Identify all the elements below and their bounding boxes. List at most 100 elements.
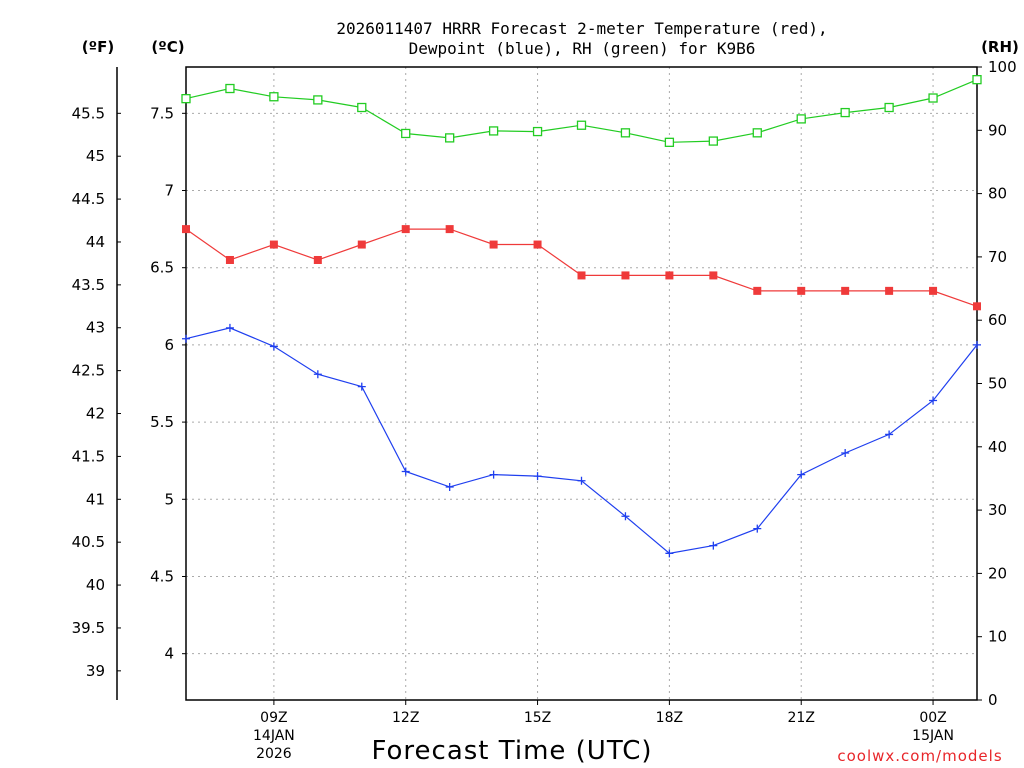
rh-point — [576, 120, 587, 130]
temperature-point — [577, 271, 586, 280]
plot-frame — [185, 66, 978, 701]
fahrenheit-tick-label: 39.5 — [72, 619, 105, 637]
dewpoint-point — [269, 342, 278, 351]
rh-tick-label: 0 — [988, 691, 998, 709]
fahrenheit-tick-label: 44 — [86, 233, 105, 251]
dewpoint-point — [841, 448, 850, 457]
x-tick-label: 12Z — [392, 710, 419, 726]
dewpoint-line — [185, 327, 978, 554]
dewpoint-point — [225, 323, 234, 332]
dewpoint-point — [489, 470, 498, 479]
temperature-point — [533, 240, 542, 249]
dewpoint-point — [577, 476, 586, 485]
rh-tick-label: 10 — [988, 628, 1007, 646]
temperature-point — [269, 240, 278, 249]
rh-point — [840, 107, 850, 118]
rh-tick-label: 80 — [988, 185, 1007, 203]
rh-tick-label: 70 — [988, 248, 1007, 266]
rh-tick-label: 20 — [988, 564, 1007, 582]
rh-tick-label: 40 — [988, 438, 1007, 456]
dewpoint-point — [709, 541, 718, 550]
rh-unit-label: (RH) — [981, 38, 1019, 56]
fahrenheit-tick-label: 43.5 — [72, 276, 105, 294]
rh-point — [401, 128, 411, 139]
dewpoint-point — [445, 482, 454, 491]
celsius-tick-label: 5.5 — [150, 413, 174, 431]
temperature-point — [885, 286, 894, 295]
fahrenheit-tick-label: 41.5 — [72, 447, 105, 465]
rh-point — [752, 128, 762, 138]
dewpoint-point — [885, 430, 894, 439]
rh-point — [445, 133, 455, 143]
x-tick-date-label: 2026 — [256, 746, 292, 762]
source-credit: coolwx.com/models — [837, 747, 1002, 765]
celsius-unit-label: (ºC) — [151, 38, 184, 56]
rh-tick-label: 30 — [988, 501, 1007, 519]
dewpoint-point — [665, 549, 674, 558]
temperature-point — [313, 255, 322, 264]
fahrenheit-tick-label: 40.5 — [72, 533, 105, 551]
data-series — [181, 75, 982, 558]
fahrenheit-tick-label: 42.5 — [72, 362, 105, 380]
rh-point — [225, 83, 235, 94]
temperature-point — [709, 271, 718, 280]
fahrenheit-unit-label: (ºF) — [82, 38, 114, 56]
x-tick-label: 00Z — [919, 710, 946, 726]
temperature-point — [182, 225, 190, 234]
celsius-tick-label: 7 — [164, 182, 174, 200]
celsius-tick-label: 7.5 — [150, 104, 174, 122]
dewpoint-point — [973, 340, 981, 349]
dewpoint-point — [797, 470, 806, 479]
dewpoint-point — [621, 512, 630, 521]
rh-point — [884, 102, 894, 113]
dewpoint-point — [753, 524, 762, 533]
rh-point — [181, 94, 191, 104]
x-tick-label: 21Z — [788, 710, 815, 726]
celsius-tick-label: 6 — [164, 336, 174, 354]
fahrenheit-tick-label: 45.5 — [72, 104, 105, 122]
temperature-point — [797, 286, 806, 295]
rh-point — [488, 126, 499, 136]
axes — [116, 66, 982, 705]
rh-point — [972, 75, 982, 85]
dewpoint-point — [182, 334, 190, 343]
temperature-point — [489, 240, 498, 249]
temperature-point — [401, 225, 410, 234]
rh-point — [664, 137, 675, 147]
temperature-point — [357, 240, 366, 249]
fahrenheit-tick-label: 39 — [86, 662, 105, 680]
rh-point — [708, 136, 718, 146]
x-axis-title: Forecast Time (UTC) — [371, 736, 652, 766]
dewpoint-point — [313, 370, 322, 379]
fahrenheit-tick-label: 42 — [86, 405, 105, 423]
temperature-point — [841, 286, 850, 295]
celsius-tick-label: 5 — [164, 490, 174, 508]
gridlines — [186, 67, 977, 700]
rh-point — [357, 102, 367, 113]
temperature-point — [225, 255, 234, 264]
rh-tick-label: 50 — [988, 375, 1007, 393]
temperature-point — [665, 271, 674, 280]
rh-line — [185, 79, 978, 143]
rh-tick-label: 60 — [988, 311, 1007, 329]
rh-point — [796, 114, 806, 124]
celsius-tick-label: 4 — [164, 645, 174, 663]
temperature-point — [445, 225, 454, 234]
celsius-tick-label: 4.5 — [150, 567, 174, 585]
chart-title-line-1: 2026011407 HRRR Forecast 2-meter Tempera… — [336, 19, 827, 38]
temperature-point — [973, 302, 981, 311]
rh-point — [620, 128, 631, 138]
fahrenheit-tick-label: 40 — [86, 576, 105, 594]
x-tick-label: 18Z — [656, 710, 683, 726]
rh-point — [928, 93, 938, 103]
rh-point — [269, 92, 279, 102]
fahrenheit-tick-label: 43 — [86, 319, 105, 337]
celsius-tick-label: 6.5 — [150, 259, 174, 277]
fahrenheit-tick-label: 41 — [86, 490, 105, 508]
x-tick-label: 09Z — [260, 710, 287, 726]
temperature-point — [621, 271, 630, 280]
x-tick-label: 15Z — [524, 710, 551, 726]
dewpoint-point — [533, 472, 542, 481]
